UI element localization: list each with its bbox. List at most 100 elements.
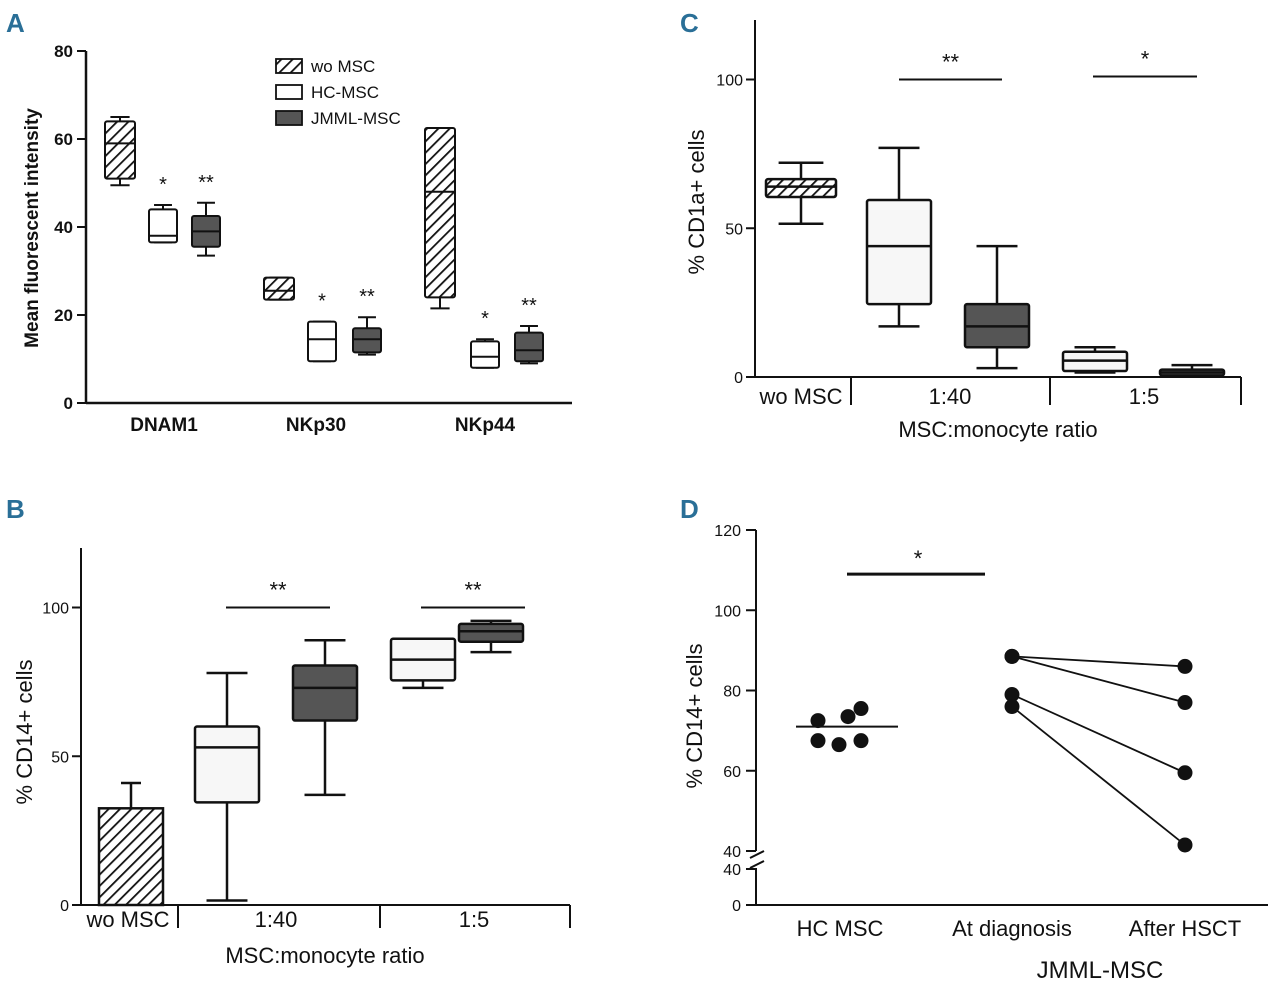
significance-star: ** bbox=[269, 578, 287, 603]
at-diagnosis-point bbox=[1004, 699, 1020, 715]
panel-b-group-1-5: 1:5 bbox=[459, 907, 490, 932]
significance-star: ** bbox=[359, 286, 375, 308]
box-body bbox=[193, 725, 261, 804]
panel-c-boxes bbox=[764, 146, 1226, 377]
paired-line bbox=[1011, 655, 1186, 668]
legend-label-jmml-msc: JMML-MSC bbox=[311, 109, 401, 128]
panel-c-significance: ** * bbox=[899, 47, 1197, 81]
significance-star: ** bbox=[521, 295, 537, 317]
box-body bbox=[291, 664, 359, 722]
box-body bbox=[104, 120, 136, 180]
panel-a-boxes: * *** ***** bbox=[104, 116, 544, 369]
paired-line bbox=[1011, 655, 1186, 704]
significance-star: * bbox=[914, 546, 923, 571]
y-tick-label: 50 bbox=[51, 749, 69, 766]
significance-star: ** bbox=[464, 578, 482, 603]
y-tick-label: 40 bbox=[54, 218, 73, 237]
panel-a-category-dnam1: DNAM1 bbox=[130, 415, 198, 436]
panel-d-axis-break bbox=[749, 860, 765, 869]
paired-line bbox=[1011, 693, 1186, 774]
y-tick-label: 100 bbox=[716, 73, 743, 90]
panel-d-letter: D bbox=[680, 494, 699, 524]
at-diagnosis-point bbox=[1004, 687, 1020, 703]
panel-b-letter: B bbox=[6, 494, 25, 524]
panel-a-y-label: Mean fluorescent intensity bbox=[22, 108, 43, 348]
panel-a-y-axis: 0 20 40 60 80 bbox=[54, 42, 86, 413]
panel-d-y-label: % CD14+ cells bbox=[682, 644, 707, 789]
hc-msc-point bbox=[831, 737, 847, 753]
box-body bbox=[865, 198, 933, 306]
panel-b-boxes bbox=[97, 619, 525, 907]
y-tick-label: 0 bbox=[60, 898, 69, 915]
significance-star: * bbox=[318, 291, 326, 313]
box-body bbox=[470, 340, 500, 369]
y-tick-label: 20 bbox=[54, 306, 73, 325]
panel-b-y-label: % CD14+ cells bbox=[12, 660, 37, 805]
y-tick-label: 120 bbox=[714, 523, 741, 540]
y-tick-label: 100 bbox=[714, 603, 741, 620]
hc-msc-point bbox=[853, 733, 869, 749]
box-body bbox=[424, 127, 456, 299]
y-tick-label: 80 bbox=[723, 684, 741, 701]
panel-d-category-hc-msc: HC MSC bbox=[797, 916, 884, 941]
panel-c-group-wo-msc: wo MSC bbox=[758, 384, 842, 409]
panel-c-y-axis: 0 50 100 bbox=[716, 73, 755, 387]
y-tick-label: 40 bbox=[723, 844, 741, 861]
legend-swatch-jmml-msc bbox=[275, 110, 303, 126]
significance-star: ** bbox=[198, 172, 214, 194]
box-body bbox=[764, 177, 838, 199]
box-body bbox=[352, 327, 382, 354]
panel-b-y-axis: 0 50 100 bbox=[42, 601, 81, 915]
panel-c: C % CD1a+ cells 0 50 100 wo MSC 1:40 1:5 M… bbox=[680, 8, 1242, 442]
panel-b-group-wo-msc: wo MSC bbox=[85, 907, 169, 932]
panel-a: A Mean fluorescent intensity 0 20 40 60 80 D… bbox=[6, 8, 572, 436]
significance-star: * bbox=[159, 174, 167, 196]
after-hsct-point bbox=[1177, 658, 1193, 674]
panel-a-letter: A bbox=[6, 8, 25, 38]
significance-star: * bbox=[1141, 47, 1150, 72]
y-tick-label: 100 bbox=[42, 601, 69, 618]
panel-c-group-1-40: 1:40 bbox=[929, 384, 972, 409]
hc-msc-point bbox=[853, 701, 869, 717]
panel-c-y-label: % CD1a+ cells bbox=[684, 130, 709, 275]
legend-swatch-wo-msc bbox=[275, 58, 303, 74]
panel-d-axis-break bbox=[749, 850, 765, 859]
panel-c-letter: C bbox=[680, 8, 699, 38]
y-tick-label: 0 bbox=[734, 370, 743, 387]
hc-msc-point bbox=[810, 713, 826, 729]
y-tick-label: 80 bbox=[54, 42, 73, 61]
legend-swatch-hc-msc bbox=[275, 84, 303, 100]
legend-label-hc-msc: HC-MSC bbox=[311, 83, 379, 102]
y-tick-label: 60 bbox=[54, 130, 73, 149]
at-diagnosis-point bbox=[1004, 648, 1020, 664]
panel-a-legend: wo MSC HC-MSC JMML-MSC bbox=[275, 57, 401, 128]
panel-d-category-after-hsct: After HSCT bbox=[1129, 916, 1241, 941]
after-hsct-point bbox=[1177, 695, 1193, 711]
panel-b-significance: ** ** bbox=[226, 578, 525, 609]
panel-a-category-nkp30: NKp30 bbox=[286, 415, 346, 436]
panel-d-tick-label-lower: 40 bbox=[723, 862, 741, 879]
box-body bbox=[307, 320, 337, 363]
panel-c-x-label: MSC:monocyte ratio bbox=[898, 417, 1097, 442]
after-hsct-point bbox=[1177, 837, 1193, 853]
panel-d-category-at-diagnosis: At diagnosis bbox=[952, 916, 1072, 941]
after-hsct-point bbox=[1177, 765, 1193, 781]
significance-star: * bbox=[481, 308, 489, 330]
panel-b-group-1-40: 1:40 bbox=[255, 907, 298, 932]
panel-d-x-label: JMML-MSC bbox=[1037, 957, 1164, 984]
panel-a-categories: DNAM1 NKp30 NKp44 bbox=[130, 415, 515, 436]
hc-msc-point bbox=[810, 733, 826, 749]
panel-d-tick-label-zero: 0 bbox=[732, 898, 741, 915]
panel-b: B % CD14+ cells 0 50 100 wo MSC 1:40 1:5 M… bbox=[6, 494, 571, 968]
panel-d-y-axis: 40 60 80 100 120 bbox=[714, 523, 756, 861]
box-body bbox=[263, 276, 295, 301]
box-body bbox=[514, 331, 544, 363]
box-body bbox=[457, 622, 525, 643]
significance-star: ** bbox=[942, 50, 960, 75]
box-body bbox=[97, 807, 165, 907]
legend-label-wo-msc: wo MSC bbox=[310, 57, 375, 76]
panel-c-group-1-5: 1:5 bbox=[1129, 384, 1160, 409]
panel-d-marks: * bbox=[796, 546, 1193, 853]
y-tick-label: 50 bbox=[725, 221, 743, 238]
